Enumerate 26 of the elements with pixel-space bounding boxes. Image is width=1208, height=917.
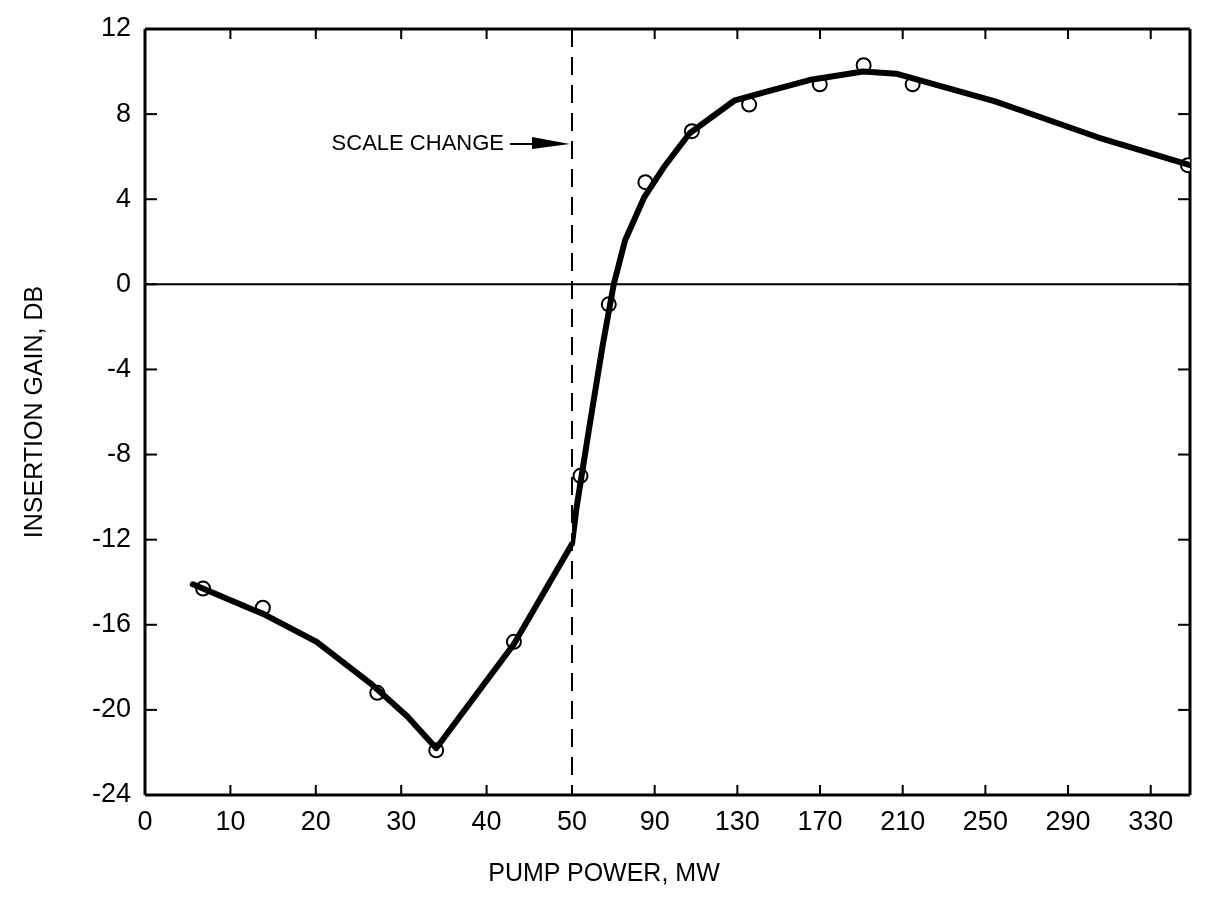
- y-tick-label: 4: [115, 182, 131, 213]
- x-axis-title: PUMP POWER, MW: [488, 858, 720, 887]
- y-tick-label: 0: [115, 267, 131, 298]
- x-tick-label: 130: [714, 805, 760, 836]
- x-tick-label: 10: [215, 805, 246, 836]
- x-tick-label: 210: [880, 805, 926, 836]
- x-tick-label: 330: [1128, 805, 1174, 836]
- y-axis-title: INSERTION GAIN, DB: [18, 285, 47, 539]
- x-tick-label: 0: [137, 805, 153, 836]
- x-tick-label: 170: [797, 805, 843, 836]
- annotation: SCALE CHANGE: [331, 129, 504, 155]
- y-tick-label: 8: [115, 97, 131, 128]
- x-tick-label: 20: [300, 805, 331, 836]
- y-tick-label: -12: [91, 523, 131, 554]
- y-tick-label: -16: [91, 608, 131, 639]
- y-tick-label: -4: [106, 352, 131, 383]
- x-tick-label: 90: [639, 805, 670, 836]
- y-tick-label: -20: [91, 693, 131, 724]
- x-tick-label: 40: [471, 805, 502, 836]
- x-tick-label: 290: [1045, 805, 1091, 836]
- x-tick-label: 50: [556, 805, 588, 836]
- y-tick-label: 12: [100, 12, 131, 43]
- x-tick-label: 30: [386, 805, 417, 836]
- y-tick-label: -24: [91, 778, 131, 809]
- x-tick-label: 250: [962, 805, 1008, 836]
- y-tick-label: -8: [106, 438, 131, 469]
